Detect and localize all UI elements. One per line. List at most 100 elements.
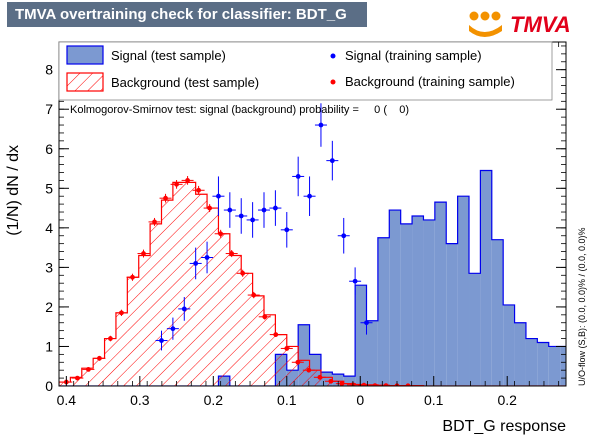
background-test-bar bbox=[264, 314, 276, 386]
ks-test-text: Kolmogorov-Smirnov test: signal (backgro… bbox=[70, 104, 409, 116]
background-test-bar bbox=[298, 360, 310, 386]
background-training-point bbox=[262, 314, 268, 320]
background-training-point bbox=[74, 375, 80, 381]
background-training-point bbox=[97, 355, 102, 361]
signal-test-bar bbox=[525, 338, 538, 386]
background-training-point bbox=[163, 195, 168, 201]
background-test-bar bbox=[218, 233, 230, 386]
background-test-bar bbox=[172, 182, 185, 386]
logo-dot bbox=[469, 11, 479, 21]
legend-swatch-signal-test bbox=[66, 45, 104, 65]
signal-test-bar bbox=[423, 219, 435, 386]
signal-training-point bbox=[295, 174, 301, 179]
signal-test-bar bbox=[491, 239, 504, 386]
background-training-point bbox=[328, 378, 334, 384]
background-training-point bbox=[218, 231, 224, 237]
y-tick-label: 2 bbox=[45, 299, 53, 315]
background-training-point bbox=[196, 187, 202, 193]
signal-test-bar bbox=[332, 374, 344, 386]
background-training-point bbox=[306, 367, 312, 373]
logo-dot bbox=[480, 11, 490, 21]
legend-swatch-background-test bbox=[66, 72, 104, 92]
x-axis-title: BDT_G response bbox=[442, 418, 566, 435]
y-tick-label: 0 bbox=[45, 378, 53, 394]
y-tick-label: 1 bbox=[45, 338, 53, 354]
y-tick-label: 7 bbox=[45, 101, 53, 117]
y-tick-label: 3 bbox=[45, 259, 53, 275]
signal-training-points bbox=[155, 103, 373, 351]
background-test-bar bbox=[195, 194, 208, 386]
background-training-point bbox=[361, 382, 367, 386]
background-training-point bbox=[85, 366, 91, 372]
signal-test-bar bbox=[548, 346, 561, 386]
signal-training-point bbox=[170, 326, 176, 332]
background-training-point bbox=[229, 251, 235, 256]
signal-test-bar bbox=[412, 215, 424, 386]
signal-test-bar bbox=[457, 196, 470, 386]
background-training-point bbox=[141, 251, 146, 256]
background-test-bar bbox=[207, 208, 219, 386]
y-axis-title: (1/N) dN / dx bbox=[5, 145, 22, 236]
x-tick-label: 0.2 bbox=[204, 392, 224, 408]
signal-training-point bbox=[272, 205, 278, 211]
x-tick-label: 0 bbox=[356, 392, 364, 408]
signal-training-point bbox=[318, 122, 324, 128]
background-test-bar bbox=[241, 273, 253, 386]
signal-training-point bbox=[329, 158, 335, 164]
signal-training-point bbox=[193, 261, 199, 266]
legend-box bbox=[58, 41, 553, 101]
background-test-bar bbox=[70, 377, 82, 386]
background-training-points bbox=[60, 176, 415, 386]
x-tick-label: 0.1 bbox=[277, 392, 297, 408]
y-tick-label: 4 bbox=[45, 220, 53, 236]
background-test-bar bbox=[184, 182, 196, 386]
background-training-point bbox=[185, 177, 190, 183]
x-tick-label: 0.2 bbox=[497, 392, 517, 408]
background-training-point bbox=[108, 336, 113, 341]
signal-training-point bbox=[181, 306, 187, 312]
legend-marker-signal-training bbox=[330, 53, 336, 59]
legend: Signal (test sample) Background (test sa… bbox=[58, 41, 553, 101]
x-tick-label: 0.3 bbox=[130, 392, 150, 408]
background-test-bar bbox=[93, 358, 105, 386]
legend-label-background-test: Background (test sample) bbox=[111, 75, 259, 90]
signal-test-bar bbox=[537, 342, 549, 386]
background-test-bar bbox=[127, 277, 139, 386]
signal-training-point bbox=[159, 338, 164, 343]
signal-training-point bbox=[238, 213, 244, 219]
signal-test-bar bbox=[560, 346, 566, 386]
signal-training-point bbox=[284, 227, 290, 233]
background-test-bar bbox=[229, 255, 242, 386]
tmva-logo: TMVA bbox=[469, 11, 571, 37]
background-training-point bbox=[251, 292, 257, 298]
window-title: TMVA overtraining check for classifier: … bbox=[7, 2, 367, 27]
background-training-point bbox=[152, 219, 157, 225]
overflow-text: U/O-flow (S,B): (0.0, 0.0)% / (0.0, 0.0)… bbox=[577, 227, 587, 386]
signal-test-bar bbox=[469, 273, 481, 386]
signal-training-point bbox=[364, 320, 369, 326]
signal-training-point bbox=[216, 193, 221, 199]
background-test-bar bbox=[59, 382, 71, 386]
logo-dot bbox=[491, 11, 501, 21]
background-training-point bbox=[119, 310, 124, 316]
signal-training-point bbox=[307, 193, 312, 199]
signal-test-bar bbox=[355, 285, 367, 386]
y-tick-label: 6 bbox=[45, 141, 53, 157]
signal-test-bar bbox=[480, 170, 492, 386]
y-tick-label: 8 bbox=[45, 62, 53, 78]
background-training-point bbox=[240, 270, 246, 276]
signal-test-bar bbox=[377, 237, 390, 386]
background-test-bar bbox=[104, 338, 116, 386]
signal-test-bar bbox=[298, 324, 310, 386]
signal-test-bar bbox=[446, 243, 458, 386]
background-test-bar bbox=[309, 370, 321, 386]
signal-training-point bbox=[204, 255, 210, 260]
x-tick-label: 0.1 bbox=[424, 392, 444, 408]
background-training-point bbox=[130, 274, 135, 280]
signal-test-bar bbox=[514, 322, 526, 386]
background-training-point bbox=[284, 346, 290, 351]
signal-test-histogram bbox=[59, 169, 566, 386]
background-training-point bbox=[383, 383, 389, 386]
logo-text: TMVA bbox=[510, 12, 571, 37]
background-test-bar bbox=[161, 200, 173, 386]
